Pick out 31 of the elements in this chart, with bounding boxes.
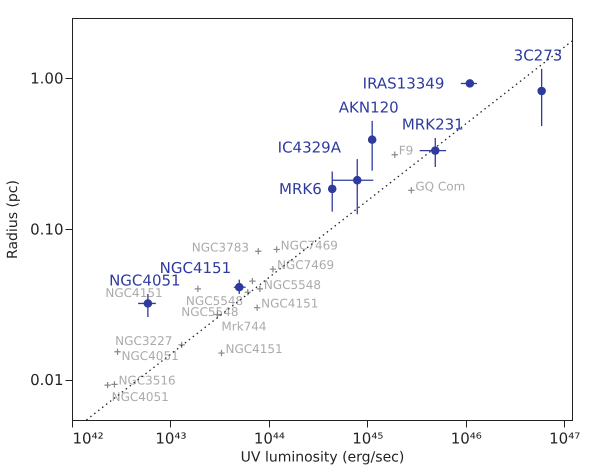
annotation: NGC4051 <box>112 390 169 404</box>
annotation: NGC4051 <box>122 348 179 363</box>
annotation: NGC4151 <box>261 296 318 311</box>
annotation: NGC4151 <box>225 342 283 356</box>
annotation: IRAS13349 <box>362 74 444 92</box>
annotation: IC4329A <box>278 138 342 157</box>
annotation: NGC7469 <box>276 258 334 272</box>
annotation: NGC3227 <box>115 334 172 348</box>
annotation: NGC5548 <box>264 278 322 292</box>
x-tick-label: 10⁴⁶ <box>450 430 482 448</box>
y-axis-title: Radius (pc) <box>5 180 22 259</box>
annotation: MRK231 <box>402 116 464 134</box>
annotation: 3C273 <box>514 46 562 64</box>
x-tick-label: 10⁴⁵ <box>352 430 384 448</box>
y-tick-label: 0.10 <box>30 220 64 238</box>
annotation: NGC3783 <box>192 240 249 254</box>
annotation: AKN120 <box>338 98 399 116</box>
x-tick-label: 10⁴³ <box>155 430 187 448</box>
y-tick-label: 0.01 <box>30 371 64 390</box>
annotation: MRK6 <box>279 180 322 198</box>
annotation: GQ Com <box>415 179 466 194</box>
x-tick-label: 10⁴⁷ <box>549 430 580 448</box>
annotation: F9 <box>398 144 414 158</box>
x-tick-label: 10⁴² <box>72 430 104 448</box>
x-tick-label: 10⁴⁴ <box>254 430 285 448</box>
annotation: Mrk744 <box>221 320 267 334</box>
annotation: NGC4151 <box>105 286 163 300</box>
annotation: NGC7469 <box>280 238 338 252</box>
y-tick-label: 1.00 <box>30 70 64 88</box>
x-axis-title: UV luminosity (erg/sec) <box>240 450 404 466</box>
annotation: NGC3516 <box>118 373 176 388</box>
